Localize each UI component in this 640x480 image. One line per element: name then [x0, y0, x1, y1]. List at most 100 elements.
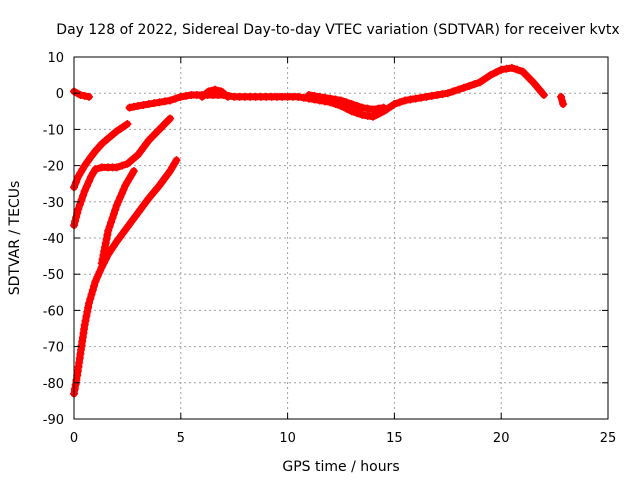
series-7 — [70, 156, 181, 398]
data-point — [87, 152, 96, 161]
data-point — [449, 87, 458, 96]
data-point — [144, 100, 153, 109]
data-point — [470, 80, 479, 89]
series-4 — [557, 92, 568, 109]
data-point — [491, 68, 500, 77]
data-point — [84, 299, 93, 308]
data-point — [84, 92, 93, 101]
data-point — [73, 209, 82, 218]
data-point — [559, 100, 568, 109]
data-point — [363, 104, 372, 113]
data-point — [326, 94, 335, 103]
series-2 — [304, 91, 388, 114]
data-point — [486, 71, 495, 80]
data-point — [72, 213, 81, 222]
data-point — [507, 63, 516, 72]
data-point — [395, 98, 404, 107]
data-point — [129, 102, 138, 111]
data-point — [72, 177, 81, 186]
y-tick-label: 0 — [56, 87, 64, 102]
data-point — [374, 104, 383, 113]
data-point — [171, 94, 180, 103]
data-point — [82, 182, 91, 191]
data-point — [369, 105, 378, 114]
data-point — [310, 91, 319, 100]
x-tick-label: 20 — [493, 431, 510, 446]
data-point — [347, 107, 356, 116]
data-point — [123, 119, 132, 128]
data-point — [459, 83, 468, 92]
x-tick-label: 25 — [600, 431, 617, 446]
data-point — [107, 246, 116, 255]
data-point — [112, 201, 121, 210]
data-series — [70, 63, 568, 398]
y-tick-label: -80 — [43, 377, 64, 392]
axis-ticks: 0 5 10 15 20 25 -90 -80 -70 -60 -50 -40 -30 -20 -10 0 10 — [43, 51, 617, 446]
series-8 — [97, 167, 138, 268]
y-axis-label: SDTVAR / TECUs — [7, 181, 23, 296]
data-point — [84, 177, 93, 186]
series-3 — [198, 85, 232, 101]
data-point — [108, 130, 117, 139]
data-point — [347, 100, 356, 109]
data-point — [150, 99, 159, 108]
data-point — [100, 247, 109, 256]
data-point — [93, 272, 102, 281]
data-point — [117, 189, 126, 198]
data-point — [80, 320, 89, 329]
data-point — [81, 316, 90, 325]
data-point — [210, 85, 219, 94]
data-point — [417, 93, 426, 102]
chart-title: Day 128 of 2022, Sidereal Day-to-day VTE… — [56, 22, 619, 38]
data-point — [99, 251, 108, 260]
data-point — [101, 238, 110, 247]
data-point — [103, 230, 112, 239]
y-tick-label: 10 — [47, 51, 64, 66]
data-point — [522, 71, 531, 80]
x-tick-label: 15 — [386, 431, 403, 446]
x-tick-label: 0 — [70, 431, 78, 446]
data-point — [172, 156, 181, 165]
data-point — [353, 101, 362, 110]
data-point — [91, 165, 100, 174]
data-point — [513, 65, 522, 74]
data-point — [518, 67, 527, 76]
data-point — [299, 93, 308, 102]
x-tick-label: 10 — [279, 431, 296, 446]
y-tick-label: -70 — [43, 341, 64, 356]
data-point — [497, 65, 506, 74]
data-point — [320, 93, 329, 102]
data-point — [406, 95, 415, 104]
data-point — [80, 161, 89, 170]
data-point — [82, 312, 91, 321]
data-point — [379, 103, 388, 112]
data-point — [84, 303, 93, 312]
data-point — [80, 186, 89, 195]
data-point — [331, 95, 340, 104]
data-point — [363, 111, 372, 120]
data-point — [182, 91, 191, 100]
data-point — [433, 91, 442, 100]
data-point — [111, 205, 120, 214]
data-point — [155, 125, 164, 134]
data-point — [315, 92, 324, 101]
data-point — [525, 74, 534, 83]
y-tick-label: -50 — [43, 268, 64, 283]
data-point — [539, 91, 548, 100]
x-axis-label: GPS time / hours — [282, 459, 399, 475]
data-point — [102, 234, 111, 243]
data-point — [109, 241, 118, 250]
data-point — [104, 226, 113, 235]
data-point — [104, 134, 113, 143]
data-point — [438, 90, 447, 99]
data-point — [358, 103, 367, 112]
data-point — [358, 110, 367, 119]
x-tick-label: 5 — [177, 431, 185, 446]
data-point — [71, 217, 80, 226]
data-point — [74, 205, 83, 214]
data-point — [112, 163, 121, 172]
data-point — [443, 89, 452, 98]
data-point — [148, 132, 157, 141]
data-point — [91, 277, 100, 286]
